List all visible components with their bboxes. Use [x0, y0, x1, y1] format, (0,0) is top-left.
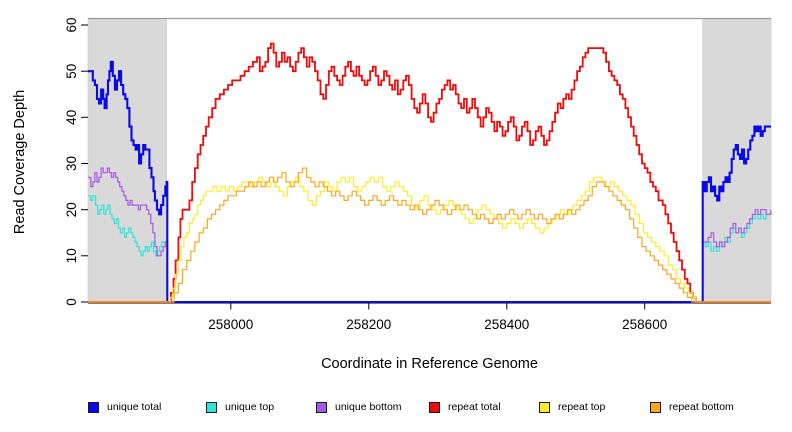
- y-axis-title: Read Coverage Depth: [12, 89, 28, 235]
- legend-item-unique-total: unique total: [88, 398, 161, 416]
- legend-item-repeat-bottom: repeat bottom: [650, 398, 734, 416]
- legend-label: unique total: [107, 401, 162, 413]
- legend-label: repeat top: [558, 401, 606, 413]
- x-tick-label: 258400: [484, 317, 529, 332]
- series-line-repeat-total: [88, 42, 771, 303]
- y-tick-label: 30: [64, 156, 79, 171]
- legend-item-repeat-top: repeat top: [539, 398, 605, 416]
- x-axis-title: Coordinate in Reference Genome: [321, 356, 538, 372]
- legend-label: unique top: [225, 401, 275, 413]
- legend-swatch-icon: [539, 401, 550, 413]
- y-tick-label: 0: [64, 298, 79, 306]
- series-line-unique-top: [88, 195, 771, 303]
- series-line-unique-total: [88, 60, 771, 304]
- x-tick-label: 258200: [346, 317, 391, 332]
- y-tick-label: 40: [64, 110, 79, 125]
- legend-item-unique-top: unique top: [206, 398, 274, 416]
- legend: unique total unique top unique bottom repea…: [0, 398, 792, 420]
- shaded-region-2: [702, 18, 772, 303]
- series-line-repeat-top: [88, 176, 771, 303]
- legend-swatch-icon: [206, 401, 217, 413]
- series-line-unique-bottom: [88, 167, 772, 303]
- y-tick-label: 50: [64, 64, 79, 79]
- legend-label: repeat bottom: [669, 401, 734, 413]
- legend-label: unique bottom: [335, 401, 402, 413]
- x-tick-label: 258600: [622, 317, 667, 332]
- shaded-region-1: [87, 18, 167, 303]
- legend-item-repeat-total: repeat total: [429, 398, 501, 416]
- legend-swatch-icon: [316, 401, 327, 413]
- series-line-repeat-bottom: [88, 167, 771, 303]
- legend-label: repeat total: [448, 401, 501, 413]
- legend-swatch-icon: [429, 401, 440, 413]
- legend-item-unique-bottom: unique bottom: [316, 398, 402, 416]
- y-tick-label: 20: [64, 202, 79, 217]
- legend-swatch-icon: [650, 401, 661, 413]
- x-tick-label: 258000: [208, 317, 253, 332]
- y-tick-label: 10: [64, 248, 79, 263]
- legend-swatch-icon: [88, 401, 99, 413]
- y-tick-label: 60: [64, 17, 79, 32]
